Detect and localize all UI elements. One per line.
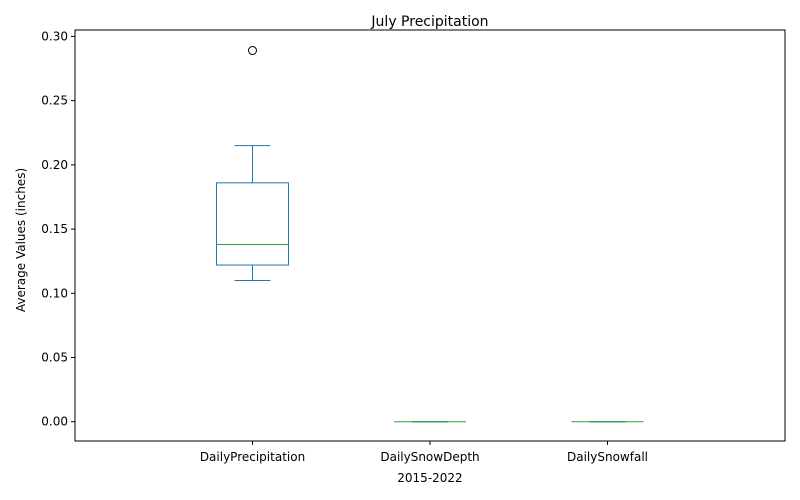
box-iqr [216, 182, 289, 266]
x-axis-title: 2015-2022 [397, 471, 462, 485]
y-tick-label: 0.05 [41, 351, 68, 365]
y-axis-title: Average Values (inches) [14, 168, 28, 312]
outlier-point [248, 46, 257, 56]
x-tick-label: DailyPrecipitation [200, 450, 305, 464]
y-tick-label: 0.20 [41, 158, 68, 172]
y-tick-label: 0.10 [41, 286, 68, 300]
x-tick-label: DailySnowDepth [380, 450, 479, 464]
plot-area: 0.00 0.05 0.10 0.15 0.20 0.25 0.30 DailyPrecipi… [41, 29, 786, 464]
chart-title: July Precipitation [370, 14, 488, 30]
y-tick-label: 0.25 [41, 94, 68, 108]
y-tick-label: 0.15 [41, 222, 68, 236]
y-tick-label: 0.00 [41, 415, 68, 429]
x-tick-label: DailySnowfall [567, 450, 648, 464]
y-tick-label: 0.30 [41, 29, 68, 43]
